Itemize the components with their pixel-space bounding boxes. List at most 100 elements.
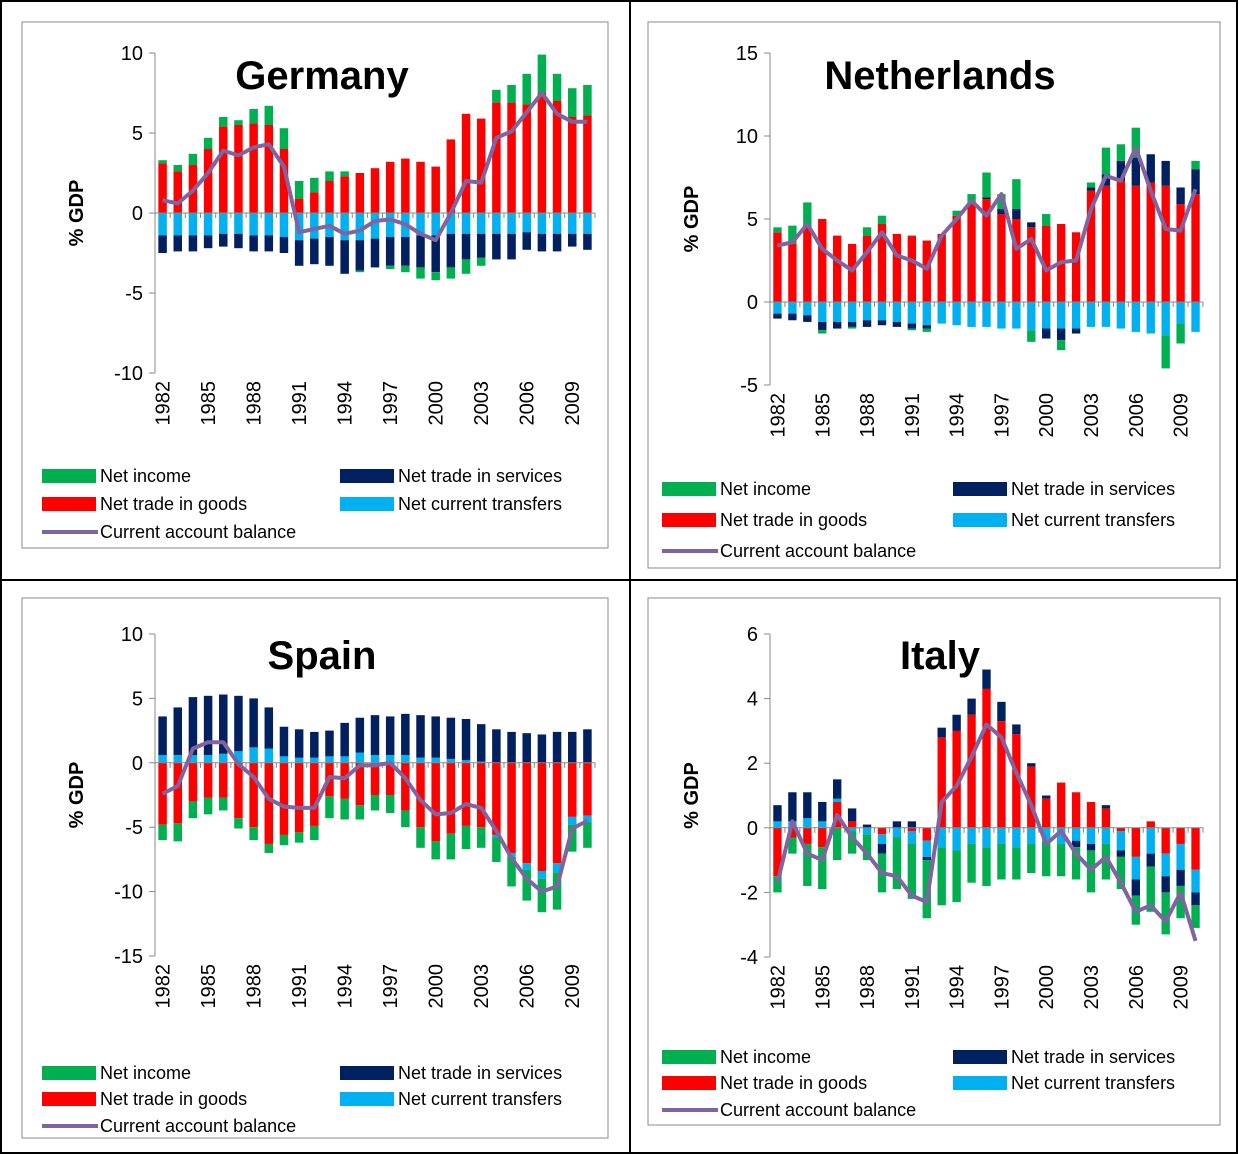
bar-segment [1012, 302, 1021, 329]
bar-segment [1131, 827, 1140, 857]
bar-segment [937, 847, 946, 906]
bar-segment [773, 821, 782, 828]
bar-segment [385, 265, 395, 269]
bar-segment [997, 302, 1006, 329]
bar-segment [997, 214, 1006, 302]
bar-segment [877, 827, 887, 835]
legend-label: Current account balance [100, 522, 296, 542]
bar-segment [1086, 302, 1096, 327]
bar-segment [234, 751, 243, 763]
bar-segment [1042, 827, 1051, 841]
bar-segment [461, 825, 471, 850]
bar-segment [952, 827, 961, 851]
bar-segment [188, 697, 198, 756]
bar-segment [937, 827, 946, 848]
bar-segment [818, 827, 827, 848]
bar-segment [416, 827, 425, 848]
bar-segment [818, 801, 827, 822]
bar-segment [188, 235, 198, 252]
bar-segment [355, 752, 365, 763]
bar-segment [461, 762, 471, 826]
x-tick-label: 2003 [471, 964, 493, 1009]
y-tick-label: 2 [747, 753, 758, 775]
bar-segment [446, 717, 456, 759]
bar-segment [803, 202, 812, 228]
bar-segment [877, 843, 887, 854]
bar-segment [416, 715, 425, 758]
bar-segment [385, 213, 395, 237]
x-tick-label: 1988 [244, 964, 266, 1009]
bar-segment [1191, 194, 1200, 302]
chart-title: Spain [268, 634, 377, 678]
bar-segment [862, 824, 872, 828]
bar-segment [583, 85, 592, 116]
bar-segment [1161, 892, 1170, 935]
bar-segment [892, 827, 902, 838]
bar-segment [431, 841, 440, 860]
bar-segment [833, 798, 842, 802]
bar-segment [1056, 782, 1066, 828]
bar-segment [446, 213, 456, 234]
bar-segment [249, 123, 258, 213]
bar-segment [537, 213, 547, 234]
bar-segment [567, 824, 577, 852]
bar-segment [294, 181, 304, 199]
bar-segment [1176, 204, 1185, 302]
bar-segment [173, 823, 183, 842]
bar-segment [188, 213, 198, 236]
bar-segment [279, 756, 289, 763]
bar-segment [416, 161, 425, 213]
legend-label: Net current transfers [1011, 510, 1175, 530]
x-tick-label: 1988 [857, 393, 879, 438]
bar-segment [1056, 843, 1066, 877]
bar-segment [1146, 182, 1155, 302]
bar-segment [773, 827, 782, 877]
x-tick-label: 1994 [947, 965, 969, 1010]
bar-segment [1027, 763, 1036, 767]
bar-segment [249, 762, 258, 828]
bar-segment [847, 808, 857, 822]
bar-segment [1071, 847, 1081, 880]
bar-segment [862, 827, 872, 835]
bar-segment [249, 827, 258, 841]
x-tick-label: 2009 [562, 381, 584, 426]
bar-segment [355, 270, 365, 273]
bar-segment [1086, 843, 1096, 851]
bar-segment [1012, 827, 1021, 848]
bar-segment [1012, 179, 1021, 210]
bar-segment [173, 235, 183, 252]
bar-segment [877, 215, 887, 224]
bar-segment [583, 233, 592, 250]
bar-segment [1086, 801, 1096, 828]
bar-segment [1012, 724, 1021, 735]
bar-segment [833, 302, 842, 322]
bar-segment [922, 328, 931, 332]
y-tick-label: -2 [740, 882, 758, 904]
bar-segment [507, 762, 516, 853]
bar-segment [982, 199, 991, 302]
bar-segment [1161, 853, 1170, 877]
bar-segment [188, 755, 198, 763]
bar-segment [907, 328, 917, 331]
bar-segment [522, 232, 531, 250]
bar-segment [370, 762, 380, 795]
bar-segment [476, 233, 486, 258]
bar-segment [1176, 323, 1185, 344]
bar-segment [1042, 840, 1051, 877]
bar-segment [279, 213, 289, 237]
bar-segment [1116, 856, 1126, 890]
bar-segment [773, 313, 782, 319]
bar-segment [234, 120, 243, 125]
bar-segment [310, 213, 319, 239]
bar-segment [234, 233, 243, 249]
bar-segment [567, 117, 577, 213]
bar-segment [416, 757, 425, 763]
bar-segment [967, 202, 976, 302]
bar-segment [907, 831, 917, 844]
bar-segment [264, 762, 274, 844]
x-tick-label: 1997 [380, 964, 402, 1009]
bar-segment [294, 757, 304, 763]
bar-segment [507, 731, 516, 763]
bar-segment [385, 762, 395, 795]
bar-segment [340, 798, 349, 820]
